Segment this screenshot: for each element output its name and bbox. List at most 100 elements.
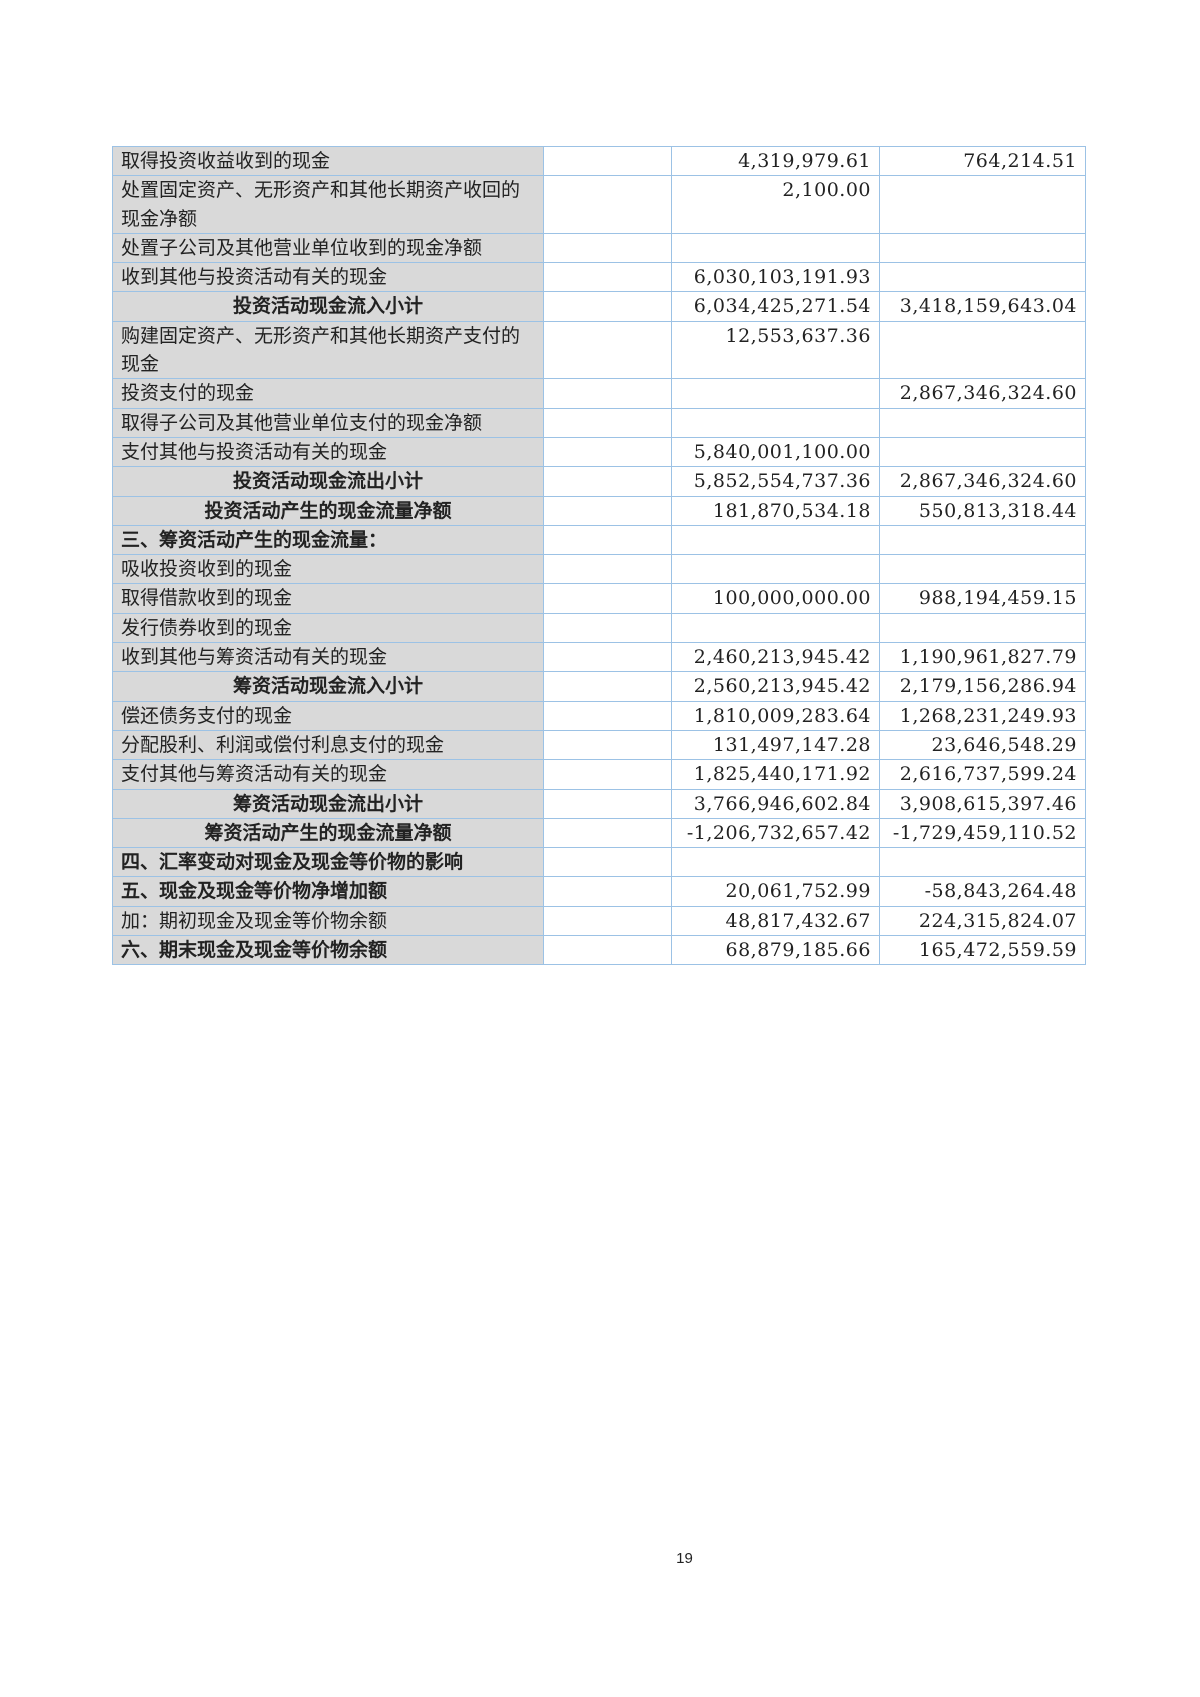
prior-period-value: -1,729,459,110.52	[879, 817, 1086, 849]
prior-period-value: 550,813,318.44	[879, 495, 1086, 526]
table-row: 筹资活动现金流入小计 2,560,213,945.42 2,179,156,286.…	[112, 671, 1086, 702]
row-label: 投资活动现金流出小计	[112, 466, 544, 497]
note-cell	[543, 700, 672, 731]
table-row: 分配股利、利润或偿付利息支付的现金 131,497,147.28 23,646,54…	[112, 729, 1086, 761]
table-row: 投资活动现金流出小计 5,852,554,737.36 2,867,346,324.…	[112, 466, 1086, 497]
current-period-value: 2,560,213,945.42	[671, 671, 880, 702]
note-cell	[543, 175, 672, 234]
note-cell	[543, 642, 672, 673]
row-label: 筹资活动产生的现金流量净额	[112, 817, 544, 849]
note-cell	[543, 378, 672, 409]
table-row: 筹资活动现金流出小计 3,766,946,602.84 3,908,615,397.…	[112, 788, 1086, 819]
current-period-value: 1,825,440,171.92	[671, 759, 880, 790]
row-label: 处置子公司及其他营业单位收到的现金净额	[112, 232, 544, 264]
current-period-value	[671, 554, 880, 585]
note-cell	[543, 554, 672, 585]
note-cell	[543, 232, 672, 264]
note-cell	[543, 495, 672, 526]
row-label: 收到其他与投资活动有关的现金	[112, 262, 544, 293]
note-cell	[543, 759, 672, 790]
row-label: 投资活动产生的现金流量净额	[112, 495, 544, 526]
cash-flow-table: 取得投资收益收到的现金 4,319,979.61 764,214.51 处置固定资产、…	[112, 145, 1086, 966]
note-cell	[543, 436, 672, 468]
table-row: 投资活动现金流入小计 6,034,425,271.54 3,418,159,643.…	[112, 291, 1086, 322]
prior-period-value: 23,646,548.29	[879, 729, 1086, 761]
current-period-value	[671, 378, 880, 409]
prior-period-value	[879, 436, 1086, 468]
current-period-value	[671, 847, 880, 878]
prior-period-value	[879, 612, 1086, 644]
current-period-value: 100,000,000.00	[671, 583, 880, 614]
row-label: 投资支付的现金	[112, 378, 544, 409]
prior-period-value	[879, 320, 1086, 380]
row-label: 发行债券收到的现金	[112, 612, 544, 644]
prior-period-value: 3,418,159,643.04	[879, 291, 1086, 322]
note-cell	[543, 407, 672, 438]
prior-period-value	[879, 554, 1086, 585]
table-row: 四、汇率变动对现金及现金等价物的影响	[112, 847, 1086, 878]
prior-period-value: 2,867,346,324.60	[879, 466, 1086, 497]
prior-period-value: 2,179,156,286.94	[879, 671, 1086, 702]
row-label: 收到其他与筹资活动有关的现金	[112, 642, 544, 673]
table-row: 支付其他与筹资活动有关的现金 1,825,440,171.92 2,616,737,…	[112, 759, 1086, 790]
current-period-value: 5,840,001,100.00	[671, 436, 880, 468]
note-cell	[543, 817, 672, 849]
row-label: 筹资活动现金流入小计	[112, 671, 544, 702]
prior-period-value	[879, 232, 1086, 264]
row-label: 筹资活动现金流出小计	[112, 788, 544, 819]
current-period-value: 48,817,432.67	[671, 905, 880, 937]
note-cell	[543, 320, 672, 380]
prior-period-value: 165,472,559.59	[879, 935, 1086, 966]
prior-period-value: 3,908,615,397.46	[879, 788, 1086, 819]
current-period-value	[671, 524, 880, 556]
note-cell	[543, 729, 672, 761]
current-period-value: 12,553,637.36	[671, 320, 880, 380]
table-row: 五、现金及现金等价物净增加额 20,061,752.99 -58,843,264.4…	[112, 876, 1086, 907]
table-row: 取得借款收到的现金 100,000,000.00 988,194,459.15	[112, 583, 1086, 614]
current-period-value: 1,810,009,283.64	[671, 700, 880, 731]
row-label: 支付其他与筹资活动有关的现金	[112, 759, 544, 790]
table-row: 加：期初现金及现金等价物余额 48,817,432.67 224,315,824.0…	[112, 905, 1086, 937]
prior-period-value: 2,616,737,599.24	[879, 759, 1086, 790]
note-cell	[543, 466, 672, 497]
note-cell	[543, 524, 672, 556]
table-row: 收到其他与筹资活动有关的现金 2,460,213,945.42 1,190,961,…	[112, 642, 1086, 673]
page-number: 19	[676, 1550, 693, 1567]
table-row: 处置子公司及其他营业单位收到的现金净额	[112, 232, 1086, 264]
row-label: 投资活动现金流入小计	[112, 291, 544, 322]
prior-period-value	[879, 262, 1086, 293]
current-period-value: 131,497,147.28	[671, 729, 880, 761]
current-period-value	[671, 407, 880, 438]
prior-period-value	[879, 847, 1086, 878]
note-cell	[543, 145, 672, 177]
current-period-value	[671, 232, 880, 264]
row-label: 购建固定资产、无形资产和其他长期资产支付的现金	[112, 320, 544, 380]
prior-period-value: 988,194,459.15	[879, 583, 1086, 614]
table-row: 取得子公司及其他营业单位支付的现金净额	[112, 407, 1086, 438]
note-cell	[543, 612, 672, 644]
row-label: 偿还债务支付的现金	[112, 700, 544, 731]
current-period-value: 5,852,554,737.36	[671, 466, 880, 497]
current-period-value: 181,870,534.18	[671, 495, 880, 526]
row-label: 加：期初现金及现金等价物余额	[112, 905, 544, 937]
row-label: 支付其他与投资活动有关的现金	[112, 436, 544, 468]
table-row: 吸收投资收到的现金	[112, 554, 1086, 585]
table-row: 收到其他与投资活动有关的现金 6,030,103,191.93	[112, 262, 1086, 293]
prior-period-value: 224,315,824.07	[879, 905, 1086, 937]
note-cell	[543, 876, 672, 907]
table-row: 六、期末现金及现金等价物余额 68,879,185.66 165,472,559.5…	[112, 935, 1086, 966]
current-period-value	[671, 612, 880, 644]
row-label: 处置固定资产、无形资产和其他长期资产收回的现金净额	[112, 175, 544, 234]
row-label: 取得借款收到的现金	[112, 583, 544, 614]
current-period-value: 6,034,425,271.54	[671, 291, 880, 322]
row-label: 取得子公司及其他营业单位支付的现金净额	[112, 407, 544, 438]
prior-period-value: -58,843,264.48	[879, 876, 1086, 907]
table-row: 支付其他与投资活动有关的现金 5,840,001,100.00	[112, 436, 1086, 468]
note-cell	[543, 671, 672, 702]
row-label: 三、筹资活动产生的现金流量：	[112, 524, 544, 556]
row-label: 六、期末现金及现金等价物余额	[112, 935, 544, 966]
note-cell	[543, 583, 672, 614]
table-row: 购建固定资产、无形资产和其他长期资产支付的现金 12,553,637.36	[112, 320, 1086, 380]
row-label: 分配股利、利润或偿付利息支付的现金	[112, 729, 544, 761]
note-cell	[543, 847, 672, 878]
